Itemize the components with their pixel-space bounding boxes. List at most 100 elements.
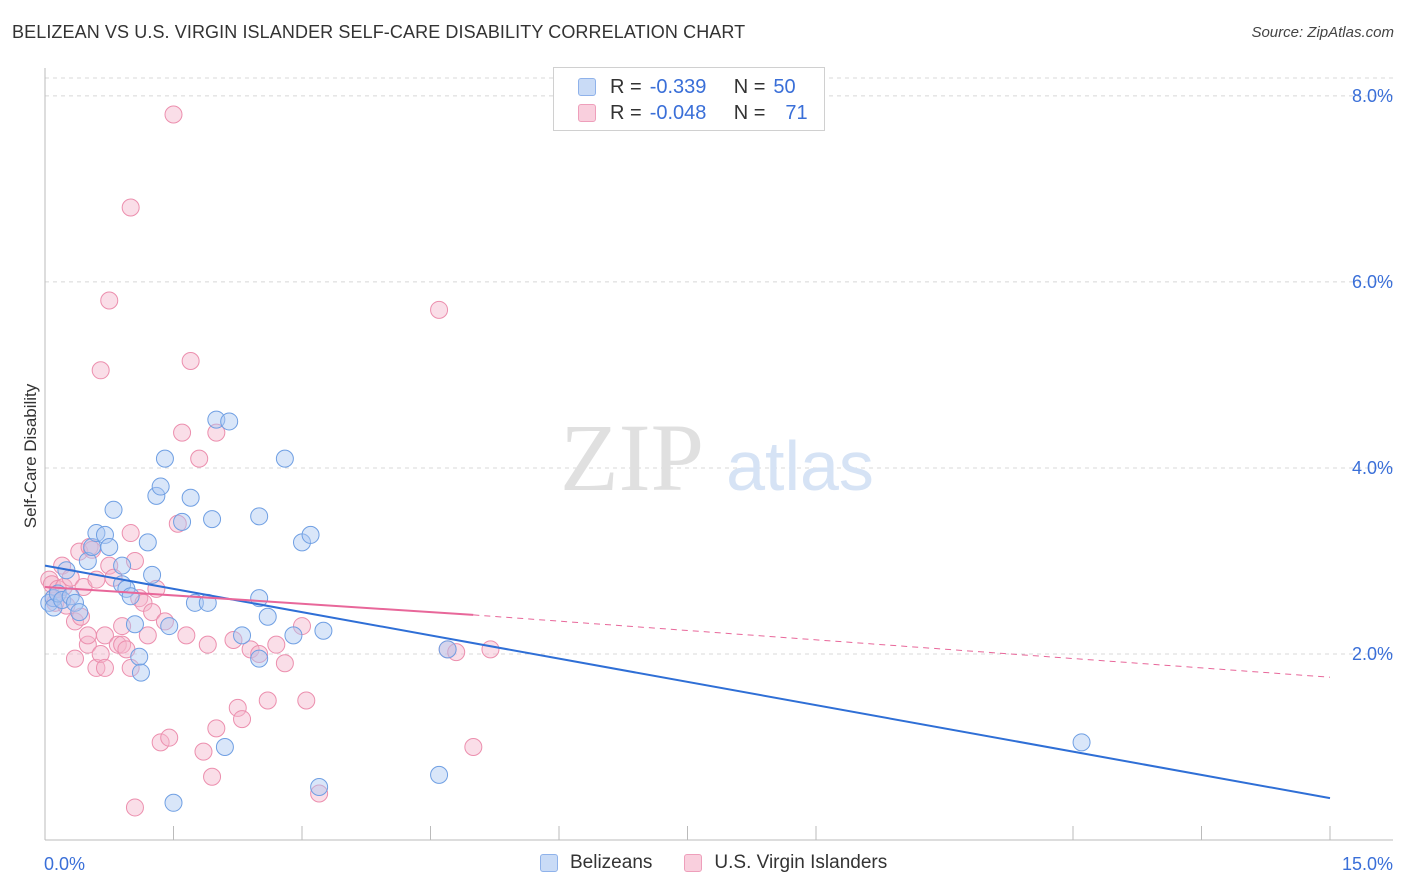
data-point-us-virgin-islanders xyxy=(430,300,449,319)
data-point-belizeans xyxy=(301,525,320,544)
data-point-us-virgin-islanders xyxy=(91,644,110,663)
legend-swatch-blue xyxy=(540,854,558,872)
legend-n-label: N = xyxy=(733,75,766,98)
data-point-belizeans xyxy=(151,477,170,496)
data-point-belizeans xyxy=(1072,733,1091,752)
stats-legend: R = -0.339 N = 50 R = -0.048 N = 71 xyxy=(553,67,825,131)
y-tick-label: 6.0% xyxy=(1352,272,1393,292)
data-point-belizeans xyxy=(173,512,192,531)
data-point-us-virgin-islanders xyxy=(164,105,183,124)
data-point-belizeans xyxy=(430,765,449,784)
data-point-us-virgin-islanders xyxy=(190,449,209,468)
data-point-belizeans xyxy=(233,626,252,645)
axes xyxy=(44,68,1393,841)
data-point-us-virgin-islanders xyxy=(138,626,157,645)
legend-label-belizeans: Belizeans xyxy=(570,852,653,873)
data-point-us-virgin-islanders xyxy=(275,654,294,673)
data-point-us-virgin-islanders xyxy=(143,603,162,622)
legend-n-value: 50 xyxy=(773,75,796,98)
y-tick-label: 2.0% xyxy=(1352,644,1393,664)
data-point-belizeans xyxy=(130,647,149,666)
series-us-virgin-islanders xyxy=(40,105,500,817)
legend-swatch-pink xyxy=(578,104,596,122)
watermark-atlas: atlas xyxy=(726,427,874,505)
data-point-us-virgin-islanders xyxy=(173,423,192,442)
legend-r-value: -0.048 xyxy=(649,101,707,124)
data-point-us-virgin-islanders xyxy=(481,640,500,659)
data-point-belizeans xyxy=(314,621,333,640)
data-point-belizeans xyxy=(310,777,329,796)
data-point-belizeans xyxy=(181,488,200,507)
data-point-belizeans xyxy=(284,626,303,645)
data-point-us-virgin-islanders xyxy=(267,635,286,654)
y-tick-label: 4.0% xyxy=(1352,458,1393,478)
y-tick-label: 8.0% xyxy=(1352,86,1393,106)
data-point-us-virgin-islanders xyxy=(250,644,269,663)
data-point-us-virgin-islanders xyxy=(95,626,114,645)
data-point-us-virgin-islanders xyxy=(100,291,119,310)
trend-line-belizeans xyxy=(44,564,1331,800)
legend-row-belizeans: R = -0.339 N = 50 xyxy=(578,74,796,100)
legend-swatch-blue xyxy=(578,78,596,96)
legend-n-value: 71 xyxy=(785,101,808,124)
data-point-us-virgin-islanders xyxy=(258,691,277,710)
data-point-belizeans xyxy=(143,565,162,584)
series-belizeans xyxy=(40,410,1091,812)
legend-label-us-virgin-islanders: U.S. Virgin Islanders xyxy=(714,852,888,873)
y-tick-labels: 2.0% 4.0% 6.0% 8.0% xyxy=(1352,86,1393,664)
data-point-belizeans xyxy=(65,593,84,612)
data-point-us-virgin-islanders xyxy=(224,631,243,650)
data-point-belizeans xyxy=(250,649,269,668)
legend-n-label: N = xyxy=(733,101,766,124)
legend-r-label: R = xyxy=(610,75,642,98)
data-point-us-virgin-islanders xyxy=(95,658,114,677)
data-point-us-virgin-islanders xyxy=(203,767,222,786)
data-point-us-virgin-islanders xyxy=(207,423,226,442)
legend-item-belizeans: Belizeans xyxy=(540,852,652,874)
data-point-us-virgin-islanders xyxy=(207,719,226,738)
data-point-us-virgin-islanders xyxy=(151,733,170,752)
data-point-us-virgin-islanders xyxy=(65,649,84,668)
data-point-us-virgin-islanders xyxy=(121,524,140,543)
data-point-us-virgin-islanders xyxy=(121,198,140,217)
data-point-belizeans xyxy=(164,793,183,812)
data-point-us-virgin-islanders xyxy=(177,626,196,645)
data-point-belizeans xyxy=(438,640,457,659)
data-point-belizeans xyxy=(250,589,269,608)
data-point-belizeans xyxy=(215,737,234,756)
data-point-us-virgin-islanders xyxy=(198,635,217,654)
data-point-us-virgin-islanders xyxy=(78,626,97,645)
y-axis-label: Self-Care Disability xyxy=(21,383,40,528)
data-point-belizeans xyxy=(275,449,294,468)
data-point-us-virgin-islanders xyxy=(108,635,127,654)
data-point-us-virgin-islanders xyxy=(297,691,316,710)
data-point-belizeans xyxy=(100,538,119,557)
legend-row-us-virgin-islanders: R = -0.048 N = 71 xyxy=(578,100,808,126)
legend-r-value: -0.339 xyxy=(649,75,707,98)
data-point-belizeans xyxy=(95,525,114,544)
data-point-belizeans xyxy=(113,556,132,575)
data-point-us-virgin-islanders xyxy=(91,361,110,380)
trend-line-us-virgin-islanders xyxy=(44,586,474,616)
data-point-belizeans xyxy=(125,615,144,634)
data-point-belizeans xyxy=(160,617,179,636)
data-point-belizeans xyxy=(121,587,140,606)
data-point-belizeans xyxy=(138,533,157,552)
chart-title: BELIZEAN VS U.S. VIRGIN ISLANDER SELF-CA… xyxy=(12,22,746,42)
data-point-us-virgin-islanders xyxy=(194,742,213,761)
data-point-belizeans xyxy=(155,449,174,468)
data-point-belizeans xyxy=(70,603,89,622)
watermark: ZIP atlas xyxy=(560,404,874,511)
data-point-us-virgin-islanders xyxy=(78,635,97,654)
data-point-us-virgin-islanders xyxy=(228,698,247,717)
data-point-belizeans xyxy=(185,593,204,612)
data-point-us-virgin-islanders xyxy=(65,612,84,631)
x-tick-label-min: 0.0% xyxy=(44,854,85,874)
data-point-belizeans xyxy=(104,500,123,519)
series-legend: Belizeans U.S. Virgin Islanders xyxy=(540,852,919,874)
data-point-belizeans xyxy=(78,551,97,570)
legend-swatch-pink xyxy=(684,854,703,872)
gridlines xyxy=(45,77,1393,655)
data-point-us-virgin-islanders xyxy=(160,728,179,747)
